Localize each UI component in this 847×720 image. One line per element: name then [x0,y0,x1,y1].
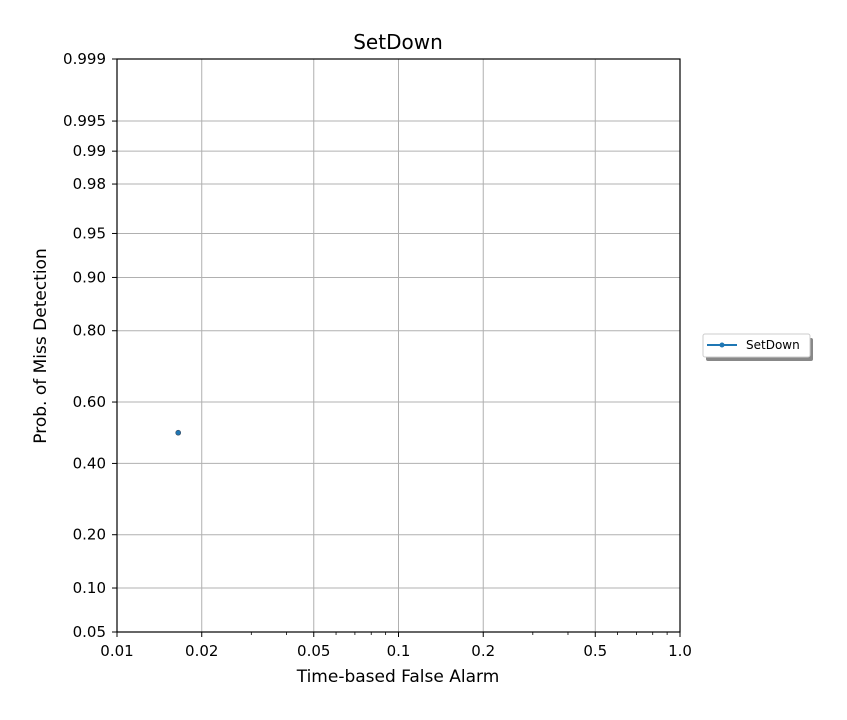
legend: SetDown [702,333,813,361]
legend-label: SetDown [746,338,800,352]
x-tick-label: 0.2 [471,642,495,660]
legend-marker-swatch [719,342,725,348]
x-tick-labels: 0.01 0.02 0.05 0.1 0.2 0.5 1.0 [100,642,692,660]
y-tick-label: 0.05 [73,623,106,641]
y-tick-label: 0.60 [73,393,106,411]
y-tick-label: 0.20 [73,526,106,544]
legend-box [702,333,811,358]
x-tick-label: 0.1 [387,642,411,660]
x-tick-label: 0.02 [185,642,218,660]
y-tick-label: 0.80 [73,322,106,340]
y-tick-label: 0.10 [73,579,106,597]
y-axis-title: Prob. of Miss Detection [31,248,51,443]
series-layer [175,429,182,436]
data-point [175,429,182,436]
chart-title: SetDown [353,30,443,54]
ticks [112,58,681,637]
y-tick-label: 0.995 [63,112,106,130]
x-tick-label: 0.5 [583,642,607,660]
y-tick-label: 0.90 [73,268,106,286]
y-tick-label: 0.98 [73,175,106,193]
y-tick-labels: 0.05 0.10 0.20 0.40 0.60 0.80 0.90 0.95 0.98 0.99… [63,50,106,641]
y-tick-label: 0.95 [73,224,106,242]
x-tick-label: 0.01 [100,642,133,660]
x-tick-label: 1.0 [668,642,692,660]
y-tick-label: 0.40 [73,454,106,472]
y-tick-label: 0.999 [63,50,106,68]
grid [116,58,681,633]
y-tick-label: 0.99 [73,142,106,160]
x-axis-title: Time-based False Alarm [296,667,500,687]
x-tick-label: 0.05 [297,642,330,660]
